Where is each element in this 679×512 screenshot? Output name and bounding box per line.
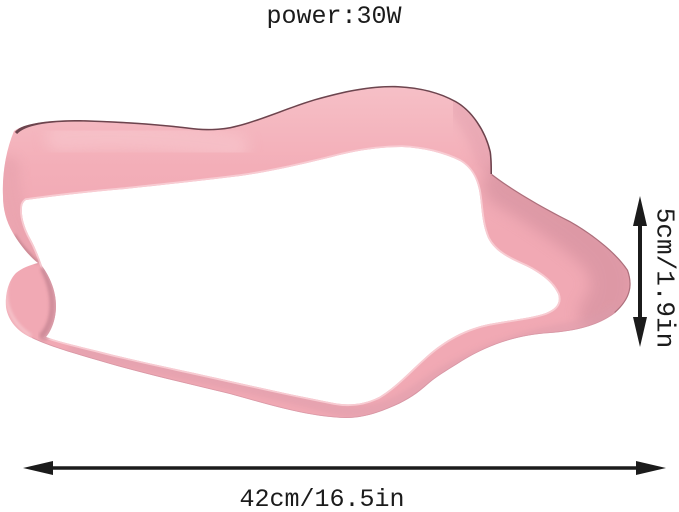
lamp-lobe-crease-line — [40, 267, 52, 337]
lamp-shading — [0, 84, 635, 419]
width-arrow-head-left — [23, 461, 53, 475]
height-dimension-arrow — [633, 196, 647, 347]
height-label: 5cm/1.9in — [649, 207, 679, 349]
power-label: power:30W — [266, 2, 402, 31]
shade-top-highlight — [46, 122, 249, 161]
width-dimension-arrow — [23, 461, 666, 475]
width-label: 42cm/16.5in — [239, 485, 405, 512]
lamp-top-edge-line — [14, 84, 494, 175]
width-arrow-head-right — [636, 461, 666, 475]
shade-left-side — [0, 156, 43, 258]
lamp-right-edge-line — [491, 173, 632, 314]
shade-bottom-band — [68, 304, 620, 418]
lamp-diffuser — [21, 147, 559, 405]
height-arrow-head-top — [633, 196, 647, 226]
lamp-lobe-outer-highlight — [4, 255, 32, 338]
lamp-bottom-edge-line — [31, 312, 616, 419]
lamp-cusp-crease-line — [12, 234, 39, 264]
shade-lobe-strip — [39, 265, 61, 341]
height-arrow-head-bottom — [633, 317, 647, 347]
